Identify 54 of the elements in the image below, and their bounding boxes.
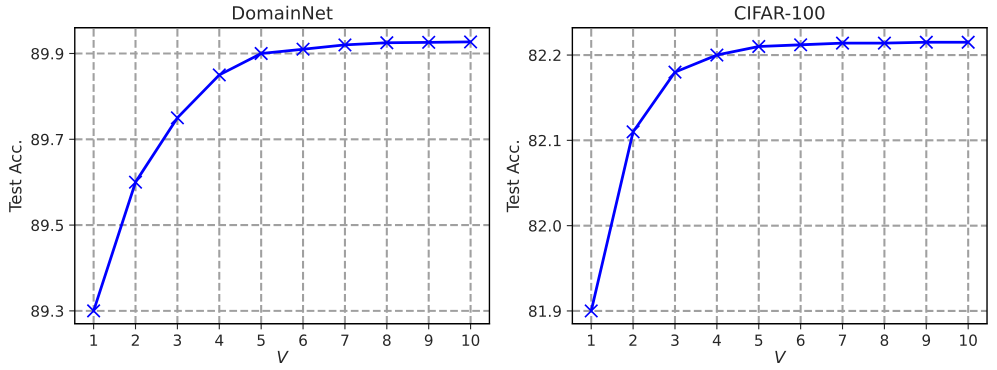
y-tick-label: 89.7: [31, 134, 64, 146]
x-tick-label: 3: [174, 334, 182, 346]
point: [128, 175, 143, 190]
x-tick-label: 2: [132, 334, 139, 346]
point: [626, 124, 640, 139]
point: [254, 46, 268, 61]
point: [422, 35, 436, 50]
x-tick-label: 6: [796, 334, 805, 346]
x-tick-label: 7: [341, 334, 348, 346]
x-tick-label: 2: [629, 334, 636, 346]
point: [835, 36, 850, 50]
y-tick-label: 89.9: [31, 48, 64, 60]
x-tick-label: 10: [960, 334, 977, 346]
y-tick-label: 81.9: [528, 305, 561, 317]
point: [752, 39, 766, 54]
x-tick-label: 6: [299, 334, 307, 346]
y-tick-label: 82.0: [528, 220, 561, 232]
x-tick-label: 1: [90, 334, 98, 346]
point: [668, 65, 682, 80]
y-tick-label: 82.2: [528, 50, 560, 62]
point: [794, 38, 808, 52]
x-tick-label: 10: [462, 334, 480, 346]
x-tick-label: 4: [712, 334, 721, 346]
y-axis-title: Test Acc.: [9, 141, 22, 212]
x-tick-label: 7: [838, 334, 846, 346]
y-axis-title: Test Acc.: [506, 141, 520, 212]
x-tick-label: 5: [257, 334, 265, 346]
point: [710, 48, 724, 62]
x-tick-label: 9: [922, 334, 930, 346]
y-tick-label: 82.1: [528, 134, 561, 146]
x-tick-label: 3: [671, 334, 679, 346]
x-axis-title: V: [278, 350, 289, 364]
x-tick-label: 9: [424, 334, 432, 346]
point: [584, 304, 598, 318]
y-tick-label: 89.3: [31, 305, 64, 317]
x-tick-label: 8: [382, 334, 391, 346]
x-tick-label: 1: [588, 334, 595, 346]
point: [170, 110, 184, 125]
chart-title: DomainNet: [233, 6, 333, 20]
x-axis-title: V: [775, 350, 786, 364]
chart-title: CIFAR-100: [734, 6, 824, 20]
point: [877, 36, 892, 50]
point: [296, 42, 310, 56]
point: [86, 304, 101, 318]
point: [961, 35, 976, 50]
x-tick-label: 8: [880, 334, 888, 346]
y-tick-label: 89.5: [31, 220, 64, 232]
x-tick-label: 5: [755, 334, 762, 346]
point: [919, 35, 934, 50]
x-tick-label: 4: [215, 334, 224, 346]
point: [212, 68, 226, 82]
point: [338, 38, 352, 52]
point: [380, 36, 394, 50]
point: [464, 34, 478, 49]
